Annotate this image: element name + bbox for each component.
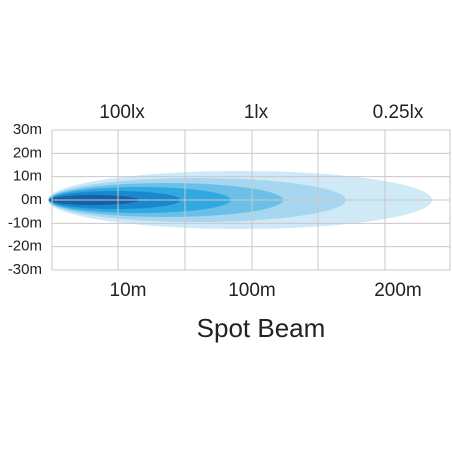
- lux-label: 100lx: [99, 102, 145, 123]
- y-tick-label: 30m: [13, 121, 42, 138]
- x-tick-label: 10m: [110, 280, 147, 301]
- y-tick-label: 0m: [21, 191, 42, 208]
- y-tick-label: 20m: [13, 144, 42, 161]
- chart-title: Spot Beam: [197, 313, 326, 343]
- y-tick-label: 10m: [13, 168, 42, 185]
- lux-label: 0.25lx: [373, 102, 424, 123]
- y-tick-label: -30m: [8, 261, 42, 278]
- x-tick-label: 200m: [374, 280, 422, 301]
- y-tick-label: -10m: [8, 214, 42, 231]
- lux-label: 1lx: [244, 102, 269, 123]
- x-tick-label: 100m: [228, 280, 276, 301]
- y-tick-label: -20m: [8, 238, 42, 255]
